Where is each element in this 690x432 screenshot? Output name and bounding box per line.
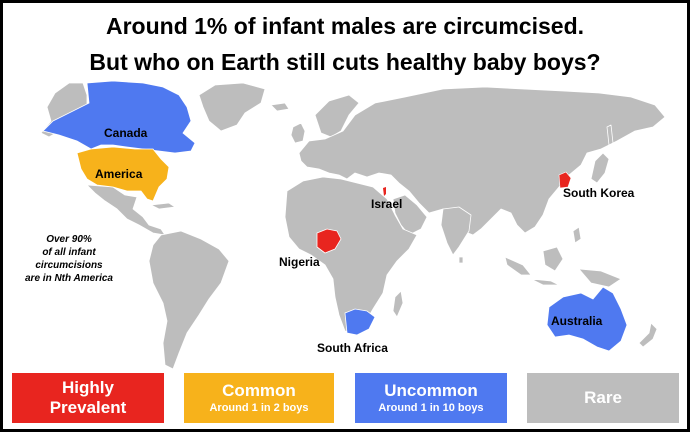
india: [440, 206, 472, 256]
label-america: America: [95, 167, 143, 181]
legend-rare: Rare: [527, 373, 679, 423]
new-zealand: [638, 322, 658, 348]
note-line-1: Over 90%: [46, 234, 92, 245]
scandinavia: [314, 94, 360, 138]
java: [530, 278, 560, 286]
japan: [590, 152, 610, 184]
legend-uncommon-title: Uncommon: [384, 381, 478, 400]
iceland: [270, 102, 290, 112]
note-line-2: of all infant: [42, 247, 96, 258]
region-nigeria: [316, 228, 342, 254]
note-line-4: are in Nth America: [25, 273, 113, 284]
mexico-central-america: [86, 184, 166, 236]
greenland: [198, 82, 266, 132]
label-israel: Israel: [371, 197, 402, 211]
legend-rare-title: Rare: [584, 388, 622, 407]
region-canada: [42, 80, 196, 154]
label-australia: Australia: [551, 314, 603, 328]
label-south-africa: South Africa: [317, 341, 388, 355]
borneo: [542, 246, 564, 272]
sri-lanka: [458, 256, 464, 264]
label-nigeria: Nigeria: [279, 255, 320, 269]
new-guinea: [578, 268, 622, 288]
map-frame: Canada America Israel South Korea Nigeri…: [3, 3, 687, 429]
region-australia: [546, 286, 628, 352]
sumatra: [504, 256, 532, 276]
arabia: [392, 194, 428, 236]
legend-common-sub: Around 1 in 2 boys: [209, 402, 309, 414]
sakhalin: [606, 124, 614, 146]
north-america-note: Over 90% of all infant circumcisions are…: [19, 233, 119, 285]
philippines: [572, 226, 582, 244]
region-america: [76, 146, 170, 202]
madagascar: [392, 290, 404, 318]
legend-highly-line1: Highly: [62, 378, 114, 397]
south-america: [148, 230, 230, 370]
label-south-korea: South Korea: [563, 186, 635, 200]
headline-line-1: Around 1% of infant males are circumcise…: [105, 13, 585, 39]
note-line-3: circumcisions: [35, 260, 103, 271]
headline-line-2: But who on Earth still cuts healthy baby…: [89, 49, 601, 75]
legend-highly-line2: Prevalent: [49, 398, 127, 417]
region-israel: [383, 187, 386, 196]
region-south-korea: [558, 171, 572, 189]
eurasia: [298, 86, 666, 236]
legend-uncommon-sub: Around 1 in 10 boys: [378, 402, 484, 414]
world-map: Canada America Israel South Korea Nigeri…: [40, 80, 666, 370]
legend-common-title: Common: [222, 381, 296, 400]
cuba: [150, 202, 176, 210]
legend-highly-prevalent: Highly Prevalent: [12, 373, 164, 423]
region-south-africa: [344, 308, 376, 336]
uk: [290, 122, 306, 144]
legend-uncommon: Uncommon Around 1 in 10 boys: [355, 373, 507, 423]
legend-common: Common Around 1 in 2 boys: [184, 373, 334, 423]
africa: [284, 176, 418, 334]
label-canada: Canada: [104, 126, 148, 140]
